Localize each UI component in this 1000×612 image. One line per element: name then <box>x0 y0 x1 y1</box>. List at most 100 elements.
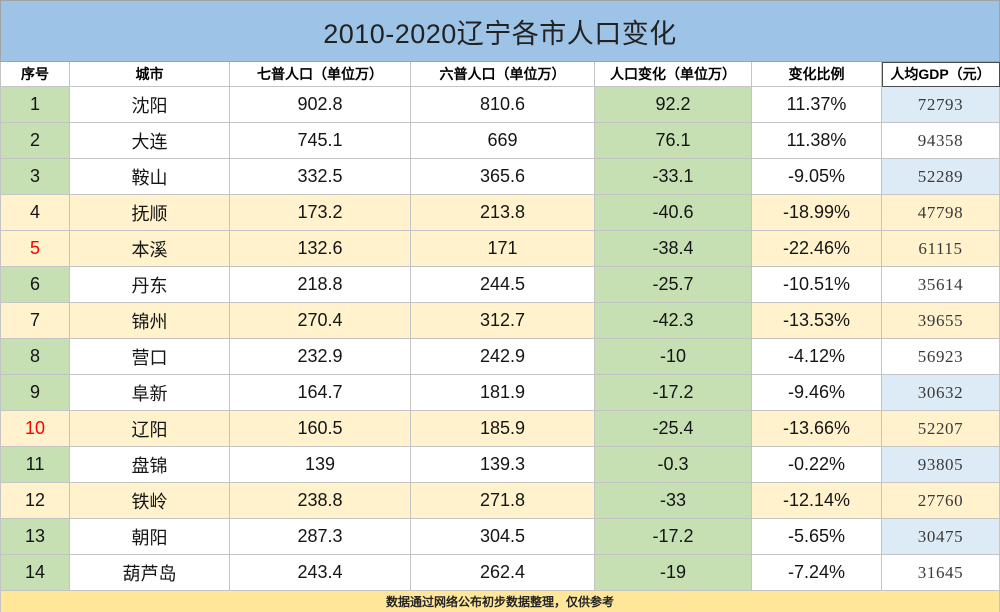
row-number: 11 <box>0 447 70 483</box>
gdp-per-capita-value: 35614 <box>882 267 1000 303</box>
change-ratio-value: -12.14% <box>752 483 882 519</box>
column-header-pop-change: 人口变化（单位万） <box>595 62 752 87</box>
row-number: 12 <box>0 483 70 519</box>
pop-2010-value: 244.5 <box>411 267 595 303</box>
change-ratio-value: 11.37% <box>752 87 882 123</box>
table-row: 12 铁岭 238.8 271.8 -33 -12.14% 27760 <box>0 483 1000 519</box>
row-number: 13 <box>0 519 70 555</box>
table-row: 8 营口 232.9 242.9 -10 -4.12% 56923 <box>0 339 1000 375</box>
footnote: 数据通过网络公布初步数据整理，仅供参考 <box>0 591 1000 612</box>
row-number: 4 <box>0 195 70 231</box>
city-name: 沈阳 <box>70 87 230 123</box>
pop-change-value: 92.2 <box>595 87 752 123</box>
table-row: 13 朝阳 287.3 304.5 -17.2 -5.65% 30475 <box>0 519 1000 555</box>
gdp-per-capita-value: 94358 <box>882 123 1000 159</box>
table-row: 1 沈阳 902.8 810.6 92.2 11.37% 72793 <box>0 87 1000 123</box>
change-ratio-value: -9.46% <box>752 375 882 411</box>
pop-2020-value: 164.7 <box>230 375 411 411</box>
pop-2010-value: 262.4 <box>411 555 595 591</box>
gdp-per-capita-value: 30632 <box>882 375 1000 411</box>
pop-change-value: -17.2 <box>595 519 752 555</box>
pop-change-value: -10 <box>595 339 752 375</box>
city-name: 辽阳 <box>70 411 230 447</box>
city-name: 本溪 <box>70 231 230 267</box>
change-ratio-value: -4.12% <box>752 339 882 375</box>
gdp-per-capita-value: 52289 <box>882 159 1000 195</box>
pop-2010-value: 669 <box>411 123 595 159</box>
table-row: 4 抚顺 173.2 213.8 -40.6 -18.99% 47798 <box>0 195 1000 231</box>
pop-2020-value: 218.8 <box>230 267 411 303</box>
pop-2020-value: 270.4 <box>230 303 411 339</box>
city-name: 朝阳 <box>70 519 230 555</box>
change-ratio-value: -22.46% <box>752 231 882 267</box>
column-header-pop-2020: 七普人口（单位万） <box>230 62 411 87</box>
city-name: 葫芦岛 <box>70 555 230 591</box>
pop-2020-value: 160.5 <box>230 411 411 447</box>
change-ratio-value: 11.38% <box>752 123 882 159</box>
pop-2010-value: 312.7 <box>411 303 595 339</box>
row-number: 6 <box>0 267 70 303</box>
pop-2010-value: 271.8 <box>411 483 595 519</box>
table-row: 6 丹东 218.8 244.5 -25.7 -10.51% 35614 <box>0 267 1000 303</box>
gdp-per-capita-value: 30475 <box>882 519 1000 555</box>
row-number: 8 <box>0 339 70 375</box>
gdp-per-capita-value: 31645 <box>882 555 1000 591</box>
pop-2010-value: 242.9 <box>411 339 595 375</box>
table-row: 11 盘锦 139 139.3 -0.3 -0.22% 93805 <box>0 447 1000 483</box>
pop-change-value: -0.3 <box>595 447 752 483</box>
city-name: 丹东 <box>70 267 230 303</box>
change-ratio-value: -13.66% <box>752 411 882 447</box>
city-name: 大连 <box>70 123 230 159</box>
pop-change-value: -40.6 <box>595 195 752 231</box>
pop-2020-value: 173.2 <box>230 195 411 231</box>
city-name: 盘锦 <box>70 447 230 483</box>
table-row: 14 葫芦岛 243.4 262.4 -19 -7.24% 31645 <box>0 555 1000 591</box>
pop-2020-value: 902.8 <box>230 87 411 123</box>
city-name: 抚顺 <box>70 195 230 231</box>
gdp-per-capita-value: 56923 <box>882 339 1000 375</box>
column-header-pop-2010: 六普人口（单位万） <box>411 62 595 87</box>
pop-2020-value: 132.6 <box>230 231 411 267</box>
pop-2010-value: 185.9 <box>411 411 595 447</box>
pop-change-value: -33 <box>595 483 752 519</box>
pop-2010-value: 171 <box>411 231 595 267</box>
gdp-per-capita-value: 27760 <box>882 483 1000 519</box>
gdp-per-capita-value: 52207 <box>882 411 1000 447</box>
pop-2010-value: 181.9 <box>411 375 595 411</box>
pop-2020-value: 139 <box>230 447 411 483</box>
change-ratio-value: -18.99% <box>752 195 882 231</box>
row-number: 14 <box>0 555 70 591</box>
gdp-per-capita-value: 72793 <box>882 87 1000 123</box>
table-row: 7 锦州 270.4 312.7 -42.3 -13.53% 39655 <box>0 303 1000 339</box>
column-header-gdp-per-capita: 人均GDP（元） <box>882 62 1000 87</box>
pop-2010-value: 810.6 <box>411 87 595 123</box>
header-row: 序号 城市 七普人口（单位万） 六普人口（单位万） 人口变化（单位万） 变化比例… <box>0 62 1000 87</box>
pop-2020-value: 232.9 <box>230 339 411 375</box>
row-number: 10 <box>0 411 70 447</box>
pop-2020-value: 332.5 <box>230 159 411 195</box>
pop-change-value: -17.2 <box>595 375 752 411</box>
table-title: 2010-2020辽宁各市人口变化 <box>0 0 1000 62</box>
column-header-city: 城市 <box>70 62 230 87</box>
table-body: 1 沈阳 902.8 810.6 92.2 11.37% 72793 2 大连 745.1 669 7… <box>0 87 1000 591</box>
gdp-per-capita-value: 39655 <box>882 303 1000 339</box>
table-row: 10 辽阳 160.5 185.9 -25.4 -13.66% 52207 <box>0 411 1000 447</box>
city-name: 营口 <box>70 339 230 375</box>
pop-change-value: -33.1 <box>595 159 752 195</box>
change-ratio-value: -13.53% <box>752 303 882 339</box>
row-number: 1 <box>0 87 70 123</box>
row-number: 9 <box>0 375 70 411</box>
change-ratio-value: -7.24% <box>752 555 882 591</box>
gdp-per-capita-value: 47798 <box>882 195 1000 231</box>
table-row: 3 鞍山 332.5 365.6 -33.1 -9.05% 52289 <box>0 159 1000 195</box>
table-row: 5 本溪 132.6 171 -38.4 -22.46% 61115 <box>0 231 1000 267</box>
change-ratio-value: -9.05% <box>752 159 882 195</box>
city-name: 锦州 <box>70 303 230 339</box>
pop-change-value: -25.7 <box>595 267 752 303</box>
gdp-per-capita-value: 61115 <box>882 231 1000 267</box>
pop-change-value: -25.4 <box>595 411 752 447</box>
table-row: 9 阜新 164.7 181.9 -17.2 -9.46% 30632 <box>0 375 1000 411</box>
column-header-index: 序号 <box>0 62 70 87</box>
pop-2010-value: 304.5 <box>411 519 595 555</box>
